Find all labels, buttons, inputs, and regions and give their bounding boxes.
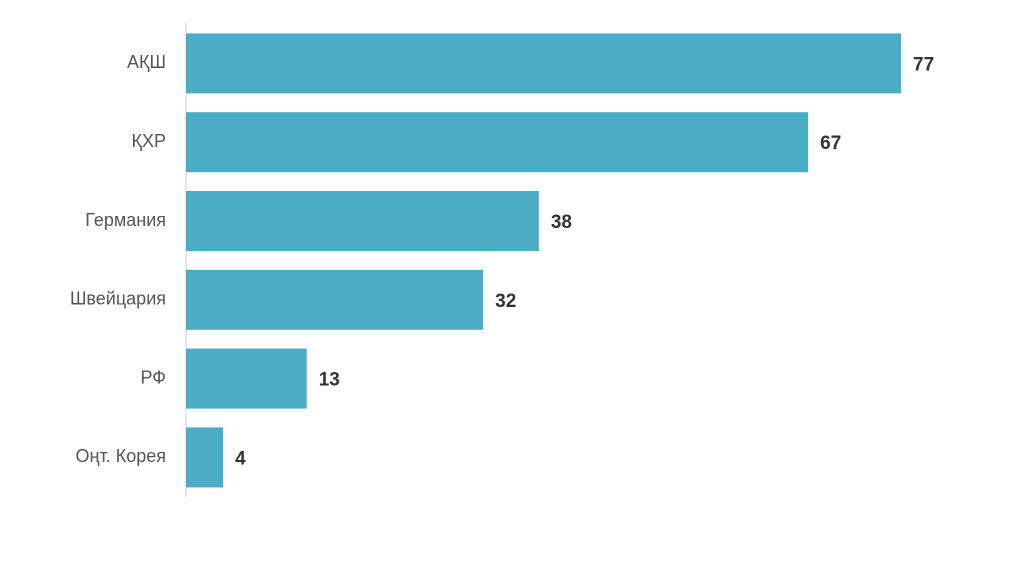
- category-label: Оңт. Корея: [76, 446, 166, 466]
- value-label: 32: [495, 291, 516, 312]
- bar: [186, 269, 484, 330]
- value-label: 4: [235, 448, 246, 469]
- value-label: 67: [820, 133, 841, 154]
- value-label: 77: [913, 54, 934, 75]
- bar: [186, 112, 809, 173]
- bar: [186, 348, 307, 409]
- category-label: АҚШ: [127, 52, 166, 72]
- bar: [186, 427, 224, 488]
- category-label: Швейцария: [70, 289, 166, 309]
- bar: [186, 33, 901, 94]
- value-label: 38: [551, 212, 572, 233]
- category-label: Германия: [85, 210, 166, 230]
- bar: [186, 191, 539, 251]
- value-label: 13: [319, 370, 340, 391]
- category-label: ҚХР: [132, 131, 167, 151]
- category-label: РФ: [141, 367, 167, 387]
